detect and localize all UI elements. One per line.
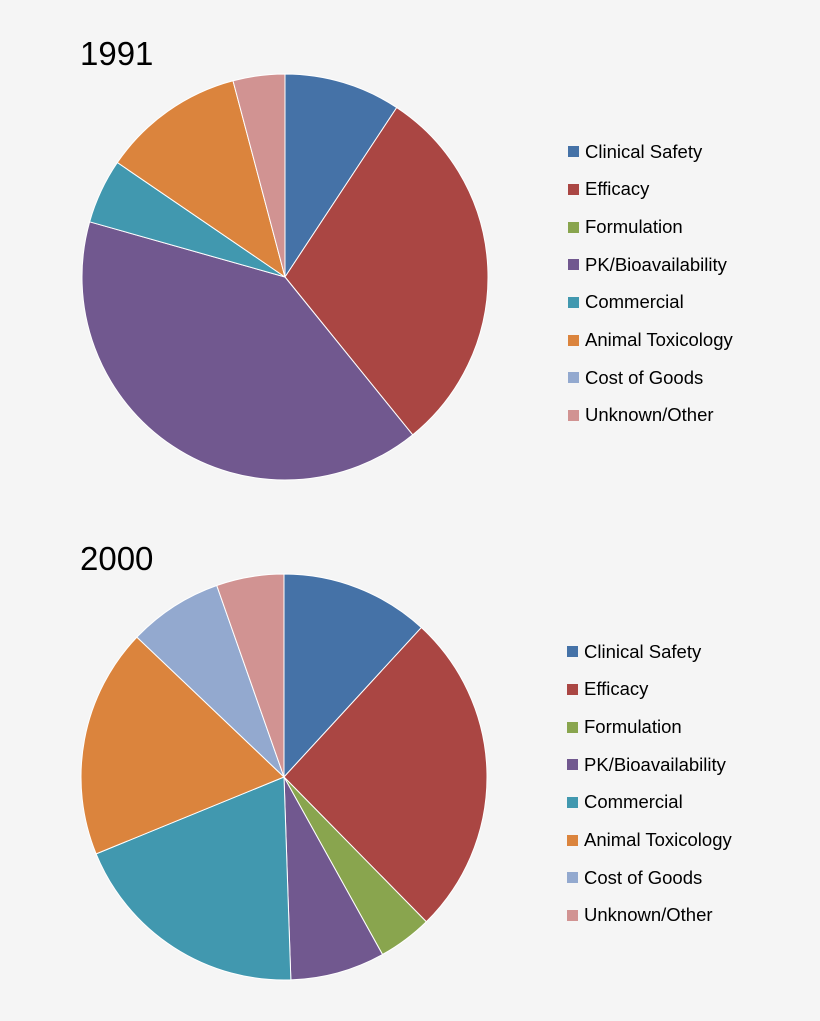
legend-label: Animal Toxicology (585, 329, 733, 351)
legend-label: Efficacy (584, 678, 649, 700)
legend-label: PK/Bioavailability (585, 253, 727, 275)
legend-swatch (567, 797, 578, 809)
legend-item-pk-bioavailability: PK/Bioavailability (567, 746, 732, 784)
legend-label: Cost of Goods (584, 866, 703, 888)
pie-slice-pk-bioavailability (283, 776, 384, 981)
chart-title-2000: 2000 (80, 540, 154, 577)
pie-slice-clinical-safety (284, 73, 398, 278)
legend-item-clinical-safety: Clinical Safety (568, 133, 733, 171)
legend-swatch (567, 910, 578, 922)
legend-swatch (568, 146, 579, 158)
legend-swatch (567, 759, 578, 771)
legend-item-efficacy: Efficacy (568, 171, 733, 209)
legend-swatch (568, 372, 579, 384)
legend-swatch (568, 221, 579, 233)
pie-chart-1991: 1991 Clinical Safety Efficacy Formulation P… (0, 0, 820, 500)
legend-swatch (567, 721, 578, 733)
pie-slice-efficacy (284, 107, 489, 436)
legend-item-efficacy: Efficacy (567, 671, 732, 709)
legend-item-unknown-other: Unknown/Other (568, 397, 733, 435)
legend-1991: Clinical Safety Efficacy Formulation PK/Bio… (568, 133, 733, 435)
legend-label: Cost of Goods (585, 366, 704, 388)
legend-swatch (567, 872, 578, 884)
legend-label: Unknown/Other (585, 404, 714, 426)
legend-label: Efficacy (585, 178, 650, 200)
pie-slice-cost-of-goods (136, 584, 285, 778)
legend-label: PK/Bioavailability (584, 753, 726, 775)
legend-swatch (567, 646, 578, 658)
chart-title-1991: 1991 (80, 35, 154, 72)
legend-label: Formulation (585, 215, 683, 237)
legend-label: Commercial (584, 791, 683, 813)
pie-2000-svg (80, 573, 488, 981)
legend-swatch (568, 334, 579, 346)
pie-slice-commercial (95, 776, 292, 981)
legend-swatch (567, 684, 578, 696)
legend-item-clinical-safety: Clinical Safety (567, 633, 732, 671)
pie-slice-unknown-other (232, 73, 286, 278)
legend-label: Clinical Safety (585, 140, 703, 162)
legend-swatch (568, 410, 579, 422)
pie-1991-svg (81, 73, 489, 481)
legend-label: Formulation (584, 715, 682, 737)
pie-slice-pk-bioavailability (81, 221, 414, 481)
legend-label: Animal Toxicology (584, 829, 732, 851)
pie-slice-efficacy (283, 627, 488, 923)
pie-slice-animal-toxicology (80, 636, 285, 855)
legend-item-unknown-other: Unknown/Other (567, 897, 732, 935)
legend-label: Commercial (585, 291, 684, 313)
legend-item-cost-of-goods: Cost of Goods (567, 859, 732, 897)
legend-2000: Clinical Safety Efficacy Formulation PK/Bio… (567, 633, 732, 935)
legend-item-pk-bioavailability: PK/Bioavailability (568, 246, 733, 284)
legend-swatch (568, 184, 579, 196)
legend-label: Clinical Safety (584, 640, 702, 662)
legend-item-commercial: Commercial (567, 784, 732, 822)
pie-slice-unknown-other (216, 573, 285, 778)
legend-label: Unknown/Other (584, 904, 713, 926)
legend-item-cost-of-goods: Cost of Goods (568, 359, 733, 397)
pie-slice-animal-toxicology (116, 80, 286, 278)
legend-swatch (568, 259, 579, 271)
legend-item-formulation: Formulation (567, 708, 732, 746)
legend-item-formulation: Formulation (568, 208, 733, 246)
legend-item-animal-toxicology: Animal Toxicology (567, 821, 732, 859)
legend-item-commercial: Commercial (568, 284, 733, 322)
legend-swatch (567, 834, 578, 846)
legend-swatch (568, 297, 579, 309)
legend-item-animal-toxicology: Animal Toxicology (568, 321, 733, 359)
pie-chart-2000: 2000 Clinical Safety Efficacy Formulation P… (0, 500, 820, 1000)
pie-slice-clinical-safety (283, 573, 422, 778)
